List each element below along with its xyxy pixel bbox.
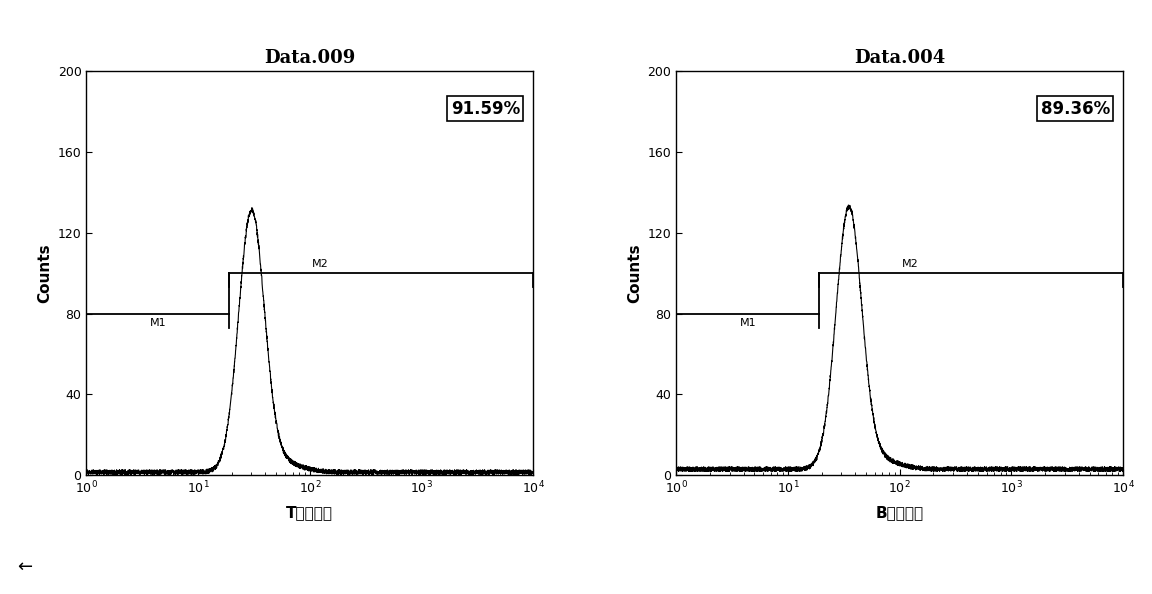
Text: M2: M2 bbox=[902, 259, 919, 269]
X-axis label: B淋巴细胞: B淋巴细胞 bbox=[876, 505, 924, 520]
Text: M1: M1 bbox=[740, 318, 756, 328]
Text: 89.36%: 89.36% bbox=[1040, 100, 1109, 118]
Y-axis label: Counts: Counts bbox=[37, 244, 52, 303]
Title: Data.004: Data.004 bbox=[854, 49, 946, 67]
X-axis label: T淋巴细胞: T淋巴细胞 bbox=[287, 505, 333, 520]
Text: M2: M2 bbox=[312, 259, 329, 269]
Y-axis label: Counts: Counts bbox=[627, 244, 642, 303]
Text: 91.59%: 91.59% bbox=[450, 100, 520, 118]
Text: M1: M1 bbox=[150, 318, 166, 328]
Title: Data.009: Data.009 bbox=[264, 49, 356, 67]
Text: ←: ← bbox=[17, 558, 32, 576]
